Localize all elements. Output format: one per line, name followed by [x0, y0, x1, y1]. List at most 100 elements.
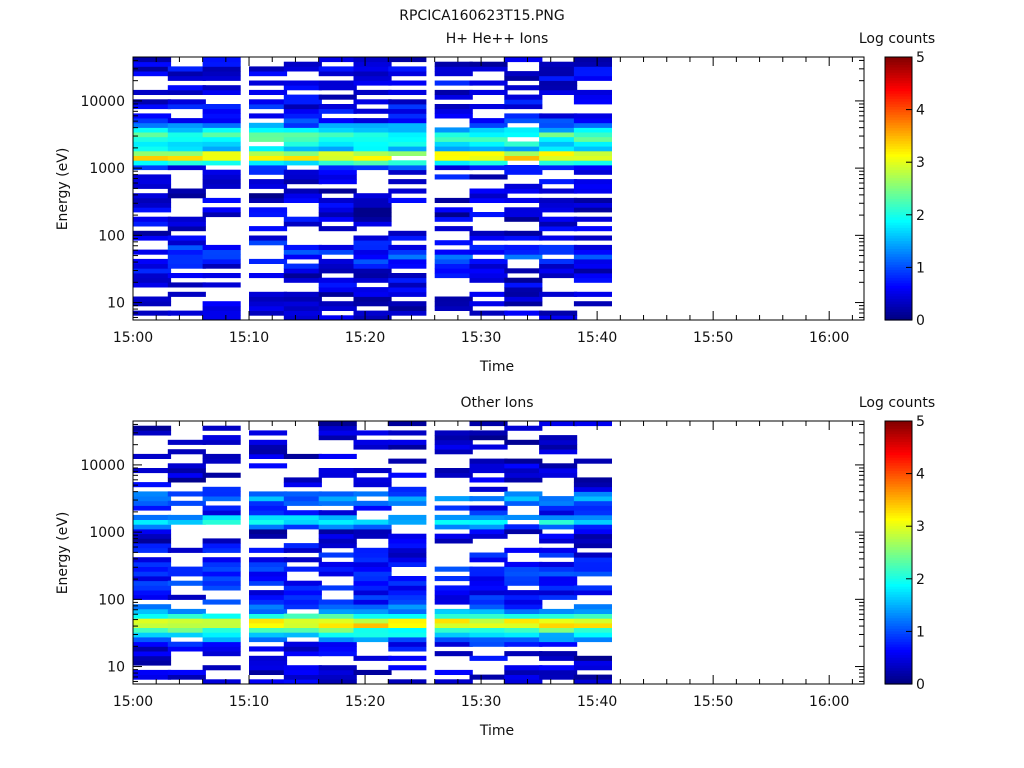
heatmap-cell: [133, 165, 172, 171]
heatmap-cell: [202, 57, 241, 63]
heatmap-cell: [434, 618, 473, 624]
colorbar-label: Log counts: [859, 395, 935, 411]
heatmap-cell: [469, 263, 508, 269]
heatmap-cell: [573, 61, 612, 67]
heatmap-cell: [353, 216, 392, 222]
heatmap-cell: [249, 613, 288, 619]
colorbar-swatch: [885, 547, 912, 551]
heatmap-cell: [539, 439, 578, 445]
heatmap-cell: [353, 207, 392, 213]
colorbar-swatch: [885, 631, 912, 635]
heatmap-cell: [133, 496, 172, 502]
heatmap-cell: [539, 421, 578, 427]
colorbar-swatch: [885, 515, 912, 519]
heatmap-cell: [504, 679, 543, 685]
heatmap-cell: [388, 122, 427, 128]
heatmap-cell: [469, 618, 508, 624]
heatmap-cell: [469, 89, 508, 95]
heatmap-cell: [539, 315, 578, 321]
heatmap-cell: [504, 71, 543, 77]
heatmap-cell: [573, 183, 612, 189]
heatmap-cell: [283, 249, 322, 255]
heatmap-cell: [249, 66, 288, 72]
heatmap-cell: [133, 136, 172, 142]
colorbar-swatch: [885, 285, 912, 290]
heatmap-cell: [504, 104, 543, 110]
heatmap-cell: [133, 202, 172, 208]
heatmap-cell: [539, 665, 578, 671]
heatmap-cell: [434, 608, 473, 614]
heatmap-cell: [167, 674, 206, 680]
y-axis: 10 100 1000 10000: [80, 59, 864, 318]
heatmap-cell: [249, 71, 288, 77]
heatmap-cell: [202, 66, 241, 72]
heatmap-cell: [202, 132, 241, 138]
heatmap-cell: [573, 533, 612, 539]
colorbar-swatch: [885, 468, 912, 472]
x-tick-label: 15:10: [229, 330, 269, 346]
heatmap-cell: [249, 122, 288, 128]
x-axis-title: Time: [479, 359, 514, 375]
heatmap-cell: [318, 435, 357, 441]
colorbar-swatch: [885, 133, 912, 137]
colorbar-swatch: [885, 599, 912, 604]
heatmap-cell: [353, 580, 392, 586]
heatmap-cell: [353, 99, 392, 105]
heatmap-cell: [167, 66, 206, 72]
colorbar-tick-label: 5: [916, 414, 925, 430]
heatmap-cell: [434, 430, 473, 436]
colorbar-swatch: [885, 277, 912, 282]
heatmap-cell: [434, 496, 473, 502]
colorbar-swatch: [885, 177, 912, 182]
heatmap-cell: [202, 174, 241, 180]
colorbar-swatch: [885, 507, 912, 512]
heatmap-cell: [133, 533, 172, 539]
heatmap-cell: [318, 315, 357, 321]
heatmap-cell: [133, 604, 172, 610]
heatmap-cell: [469, 590, 508, 596]
colorbar-swatch: [885, 518, 912, 522]
colorbar-swatch: [885, 481, 912, 485]
heatmap-cell: [133, 301, 172, 307]
heatmap-cell: [353, 150, 392, 156]
heatmap-cell: [388, 254, 427, 260]
colorbar-swatch: [885, 217, 912, 221]
heatmap-cell: [283, 174, 322, 180]
heatmap-cell: [167, 608, 206, 614]
colorbar-swatch: [885, 193, 912, 197]
heatmap-cells: [133, 57, 612, 321]
heatmap-cell: [573, 165, 612, 171]
colorbar-swatch: [885, 452, 912, 456]
heatmap-cell: [504, 301, 543, 307]
colorbar-swatch: [885, 117, 912, 121]
heatmap-cell: [167, 463, 206, 469]
heatmap-cell: [504, 127, 543, 133]
heatmap-cell: [167, 85, 206, 91]
heatmap-cell: [283, 244, 322, 250]
heatmap-cell: [388, 604, 427, 610]
heatmap-cell: [504, 235, 543, 241]
heatmap-cell: [318, 258, 357, 264]
heatmap-cell: [249, 594, 288, 600]
colorbar-swatch: [885, 681, 912, 685]
colorbar-swatch: [885, 67, 912, 71]
heatmap-cell: [469, 557, 508, 563]
x-axis: 15:00 15:10 15:20 15:30 15:40 15:50 16:00: [113, 57, 853, 346]
heatmap-cell: [283, 491, 322, 497]
heatmap-cell: [318, 637, 357, 643]
colorbar-swatch: [885, 301, 912, 305]
heatmap-cell: [353, 273, 392, 279]
colorbar-swatch: [885, 473, 912, 477]
heatmap-cell: [469, 496, 508, 502]
heatmap-cell: [167, 669, 206, 675]
colorbar-swatch: [885, 486, 912, 490]
heatmap-cell: [167, 519, 206, 525]
heatmap-cell: [469, 66, 508, 72]
colorbar-swatch: [885, 478, 912, 483]
heatmap-cell: [573, 529, 612, 535]
heatmap-cell: [469, 655, 508, 661]
colorbar-swatch: [885, 494, 912, 498]
colorbar-swatch: [885, 434, 912, 438]
y-tick-label: 10: [107, 660, 125, 676]
heatmap-cell: [318, 529, 357, 535]
